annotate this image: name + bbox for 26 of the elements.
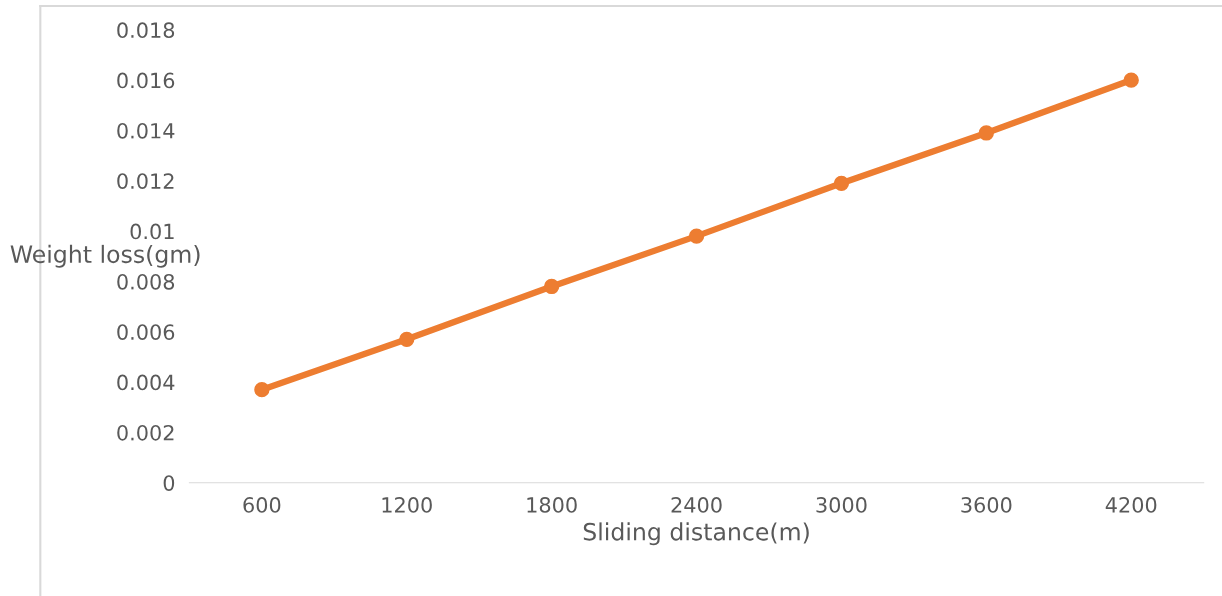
x-axis-title: Sliding distance(m) xyxy=(583,522,809,546)
point xyxy=(1123,72,1139,88)
x-tick-label: 600 xyxy=(243,497,281,513)
x-tick-label: 4200 xyxy=(1105,497,1157,513)
y-tick-label: 0.004 xyxy=(117,374,175,391)
y-tick-label: 0.002 xyxy=(117,424,174,441)
y-tick-label: 0 xyxy=(163,475,175,491)
x-tick-label: 1800 xyxy=(527,497,577,513)
y-tick-label: 0.016 xyxy=(117,72,175,89)
y-axis-title: Weight loss(gm) xyxy=(10,244,200,268)
y-tick-label: 0.006 xyxy=(117,324,175,340)
point xyxy=(688,228,705,244)
x-tick-label: 3600 xyxy=(961,497,1012,513)
x-tick-label: 2400 xyxy=(671,497,722,513)
point xyxy=(978,125,994,141)
y-tick-label: 0.01 xyxy=(130,223,174,240)
point xyxy=(399,331,415,347)
x-tick-label: 3000 xyxy=(816,497,867,513)
point xyxy=(544,278,560,295)
y-tick-label: 0.008 xyxy=(117,273,175,290)
y-tick-label: 0.018 xyxy=(117,22,175,39)
y-tick-label: 0.012 xyxy=(117,173,174,189)
x-tick-label: 1200 xyxy=(382,497,432,513)
point xyxy=(254,382,270,398)
point xyxy=(833,175,850,191)
y-tick-label: 0.014 xyxy=(117,122,175,139)
